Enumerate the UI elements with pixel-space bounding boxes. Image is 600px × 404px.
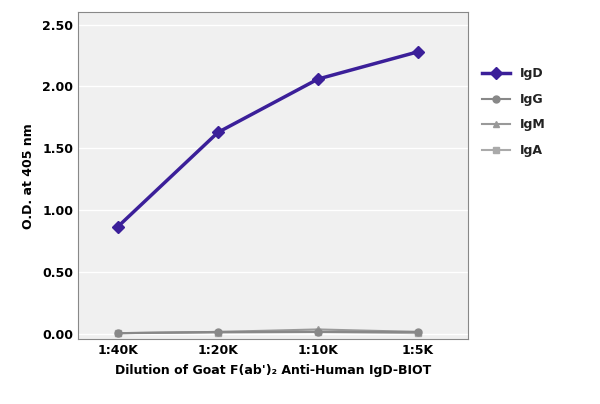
IgM: [214, 330, 221, 335]
IgG: [214, 330, 221, 335]
IgD: [115, 224, 122, 229]
IgG: [115, 331, 122, 336]
X-axis label: Dilution of Goat F(ab')₂ Anti-Human IgD-BIOT: Dilution of Goat F(ab')₂ Anti-Human IgD-…: [115, 364, 431, 377]
IgD: [415, 49, 422, 54]
Line: IgG: IgG: [115, 328, 421, 337]
IgA: [415, 331, 422, 336]
IgM: [314, 327, 322, 332]
Line: IgM: IgM: [115, 326, 421, 337]
IgA: [214, 330, 221, 335]
Line: IgA: IgA: [115, 328, 421, 337]
IgM: [115, 331, 122, 336]
IgM: [415, 330, 422, 335]
IgG: [415, 330, 422, 335]
IgA: [115, 331, 122, 336]
IgA: [314, 330, 322, 335]
Legend: IgD, IgG, IgM, IgA: IgD, IgG, IgM, IgA: [482, 67, 545, 157]
IgD: [214, 130, 221, 135]
Y-axis label: O.D. at 405 nm: O.D. at 405 nm: [22, 123, 35, 229]
IgG: [314, 330, 322, 335]
IgD: [314, 77, 322, 82]
Line: IgD: IgD: [114, 48, 422, 231]
